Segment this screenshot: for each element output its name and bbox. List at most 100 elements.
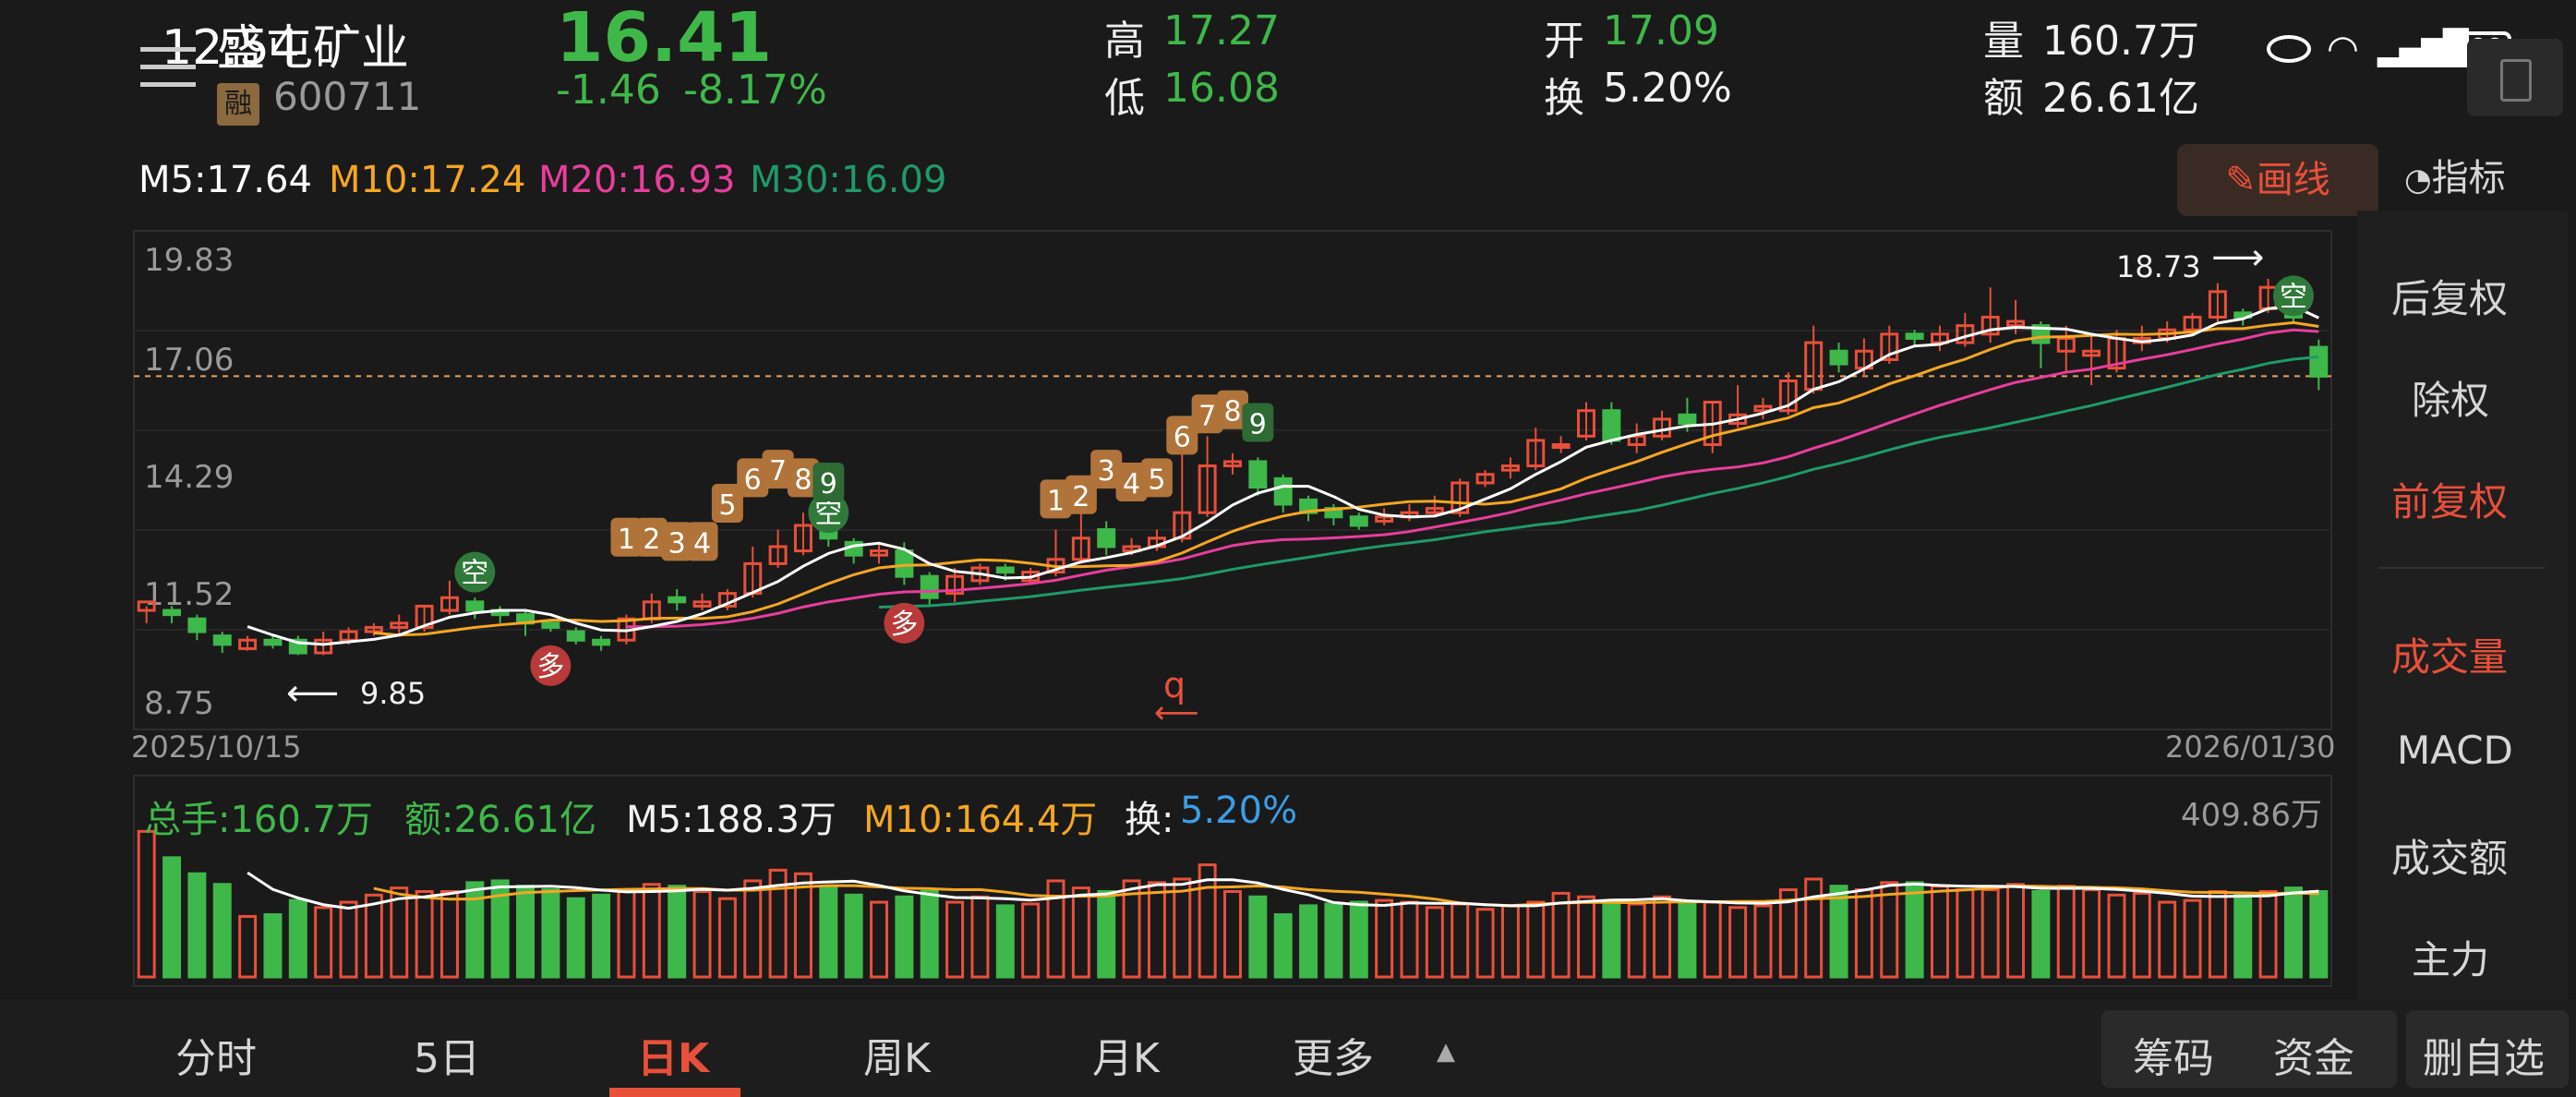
candle-body [793, 524, 813, 553]
tab-monthly-k[interactable]: 月K [1092, 1035, 1160, 1082]
indicator-button[interactable]: ◔指标 [2404, 148, 2506, 201]
side-item-forward-adjust[interactable]: 前复权 [2391, 479, 2509, 524]
price-change-pct: -8.17% [683, 66, 827, 114]
menu-icon[interactable] [140, 42, 196, 88]
tab-weekly-k[interactable]: 周K [863, 1035, 931, 1082]
td-count-label: 9 [1249, 409, 1267, 441]
td-count-label: 1 [1047, 485, 1065, 517]
volume-bar [137, 829, 156, 979]
duo-signal-circle [530, 645, 572, 686]
volume-bar [2233, 891, 2253, 979]
q-arrow-icon: ⟵ [1154, 694, 1199, 731]
candle-body [163, 609, 182, 617]
volume-bar [2283, 886, 2303, 979]
td-count-label: 8 [794, 464, 812, 496]
candle-body [439, 596, 459, 612]
volume-bar [1980, 888, 2000, 979]
side-item-volume[interactable]: 成交量 [2391, 634, 2509, 680]
draw-line-button[interactable]: ✎画线 [2177, 144, 2378, 216]
candle-body [1829, 349, 1848, 366]
duo-signal-text: 多 [536, 651, 564, 683]
kong-signal-text: 空 [461, 558, 488, 590]
volume-bar [2006, 883, 2026, 979]
price-tick-1: 19.83 [144, 242, 235, 279]
volume-bar [1046, 879, 1065, 979]
candle-body [465, 600, 485, 612]
tab-5day[interactable]: 5日 [414, 1035, 480, 1082]
chips-button[interactable]: 筹码 [2133, 1035, 2214, 1082]
volume-bar [920, 889, 939, 979]
kong-signal-text: 空 [2280, 281, 2307, 313]
volume-bar [743, 879, 763, 979]
fund-button[interactable]: 资金 [2273, 1035, 2354, 1082]
high-label: 高 [1104, 18, 1145, 65]
open-label: 开 [1544, 18, 1584, 65]
vol-max: 409.86万 [2181, 797, 2322, 834]
vol-total: 总手:160.7万 [144, 799, 373, 841]
kong-signal-text: 空 [814, 498, 842, 530]
low-label: 低 [1104, 75, 1145, 122]
candle-body [1223, 460, 1242, 468]
amount-label: 额 [1983, 75, 2024, 122]
volume-bar [1602, 900, 1621, 979]
candle-body [314, 638, 333, 655]
stock-code: 600711 [273, 74, 422, 119]
td-count-badge [1115, 462, 1148, 501]
candle-body [1577, 409, 1595, 438]
candle-body [1375, 515, 1394, 523]
open-value: 17.09 [1603, 7, 1719, 54]
td-count-label: 9 [820, 468, 837, 500]
right-arrow-icon: ⟶ [2211, 236, 2265, 279]
candle-body [390, 621, 409, 629]
tab-daily-k-underline [609, 1088, 740, 1097]
volume-bar [2183, 898, 2202, 979]
tab-daily-k[interactable]: 日K [637, 1035, 710, 1082]
vol-ma5-line [247, 871, 2319, 910]
vol-turn-label: 换: [1125, 799, 1174, 841]
volume-bar [212, 883, 232, 979]
side-item-main-force[interactable]: 主力 [2412, 937, 2490, 982]
q-marker: q [1163, 665, 1186, 705]
candle-body [945, 574, 965, 596]
td-count-label: 3 [668, 527, 686, 560]
side-divider [2378, 567, 2545, 569]
duo-signal-circle [884, 602, 925, 644]
side-item-ex-rights[interactable]: 除权 [2412, 378, 2490, 423]
candle-body [238, 638, 258, 650]
td-count-badge [1090, 450, 1123, 489]
volume-bar [2208, 889, 2227, 979]
volume-value: 160.7万 [2042, 18, 2199, 65]
volume-bar [1273, 913, 1293, 979]
volume-bar [870, 900, 888, 979]
volume-bar [970, 895, 990, 979]
candle-body [1451, 481, 1470, 514]
landscape-toggle-button[interactable] [2467, 39, 2563, 116]
kong-signal-circle [808, 492, 849, 534]
volume-bar [1930, 885, 1949, 979]
volume-bar [592, 893, 611, 979]
candle-body [339, 630, 358, 642]
volume-bar [1551, 891, 1571, 979]
tab-more[interactable]: 更多 [1293, 1035, 1374, 1082]
td-count-badge [762, 450, 794, 489]
candle-body [415, 604, 434, 629]
volume-bar [1956, 888, 1975, 979]
candle-body [870, 549, 888, 557]
candle-body [1778, 379, 1798, 413]
remove-watchlist-button[interactable]: 删自选 [2423, 1035, 2545, 1082]
vol-amount: 额:26.61亿 [404, 799, 596, 841]
candle-body [1475, 473, 1495, 485]
tab-intraday[interactable]: 分时 [175, 1035, 257, 1082]
stock-name: 盛屯矿业 [217, 21, 410, 77]
side-item-amount[interactable]: 成交额 [2391, 836, 2509, 881]
td-count-badge [711, 483, 743, 523]
volume-bar [2132, 891, 2151, 979]
volume-bar [415, 889, 434, 979]
volume-bar [288, 898, 307, 979]
side-item-back-adjust[interactable]: 后复权 [2391, 276, 2509, 321]
side-item-macd[interactable]: MACD [2397, 728, 2513, 773]
td-count-label: 4 [693, 527, 711, 560]
candle-body [2183, 315, 2202, 332]
volume-bar [2107, 893, 2126, 979]
